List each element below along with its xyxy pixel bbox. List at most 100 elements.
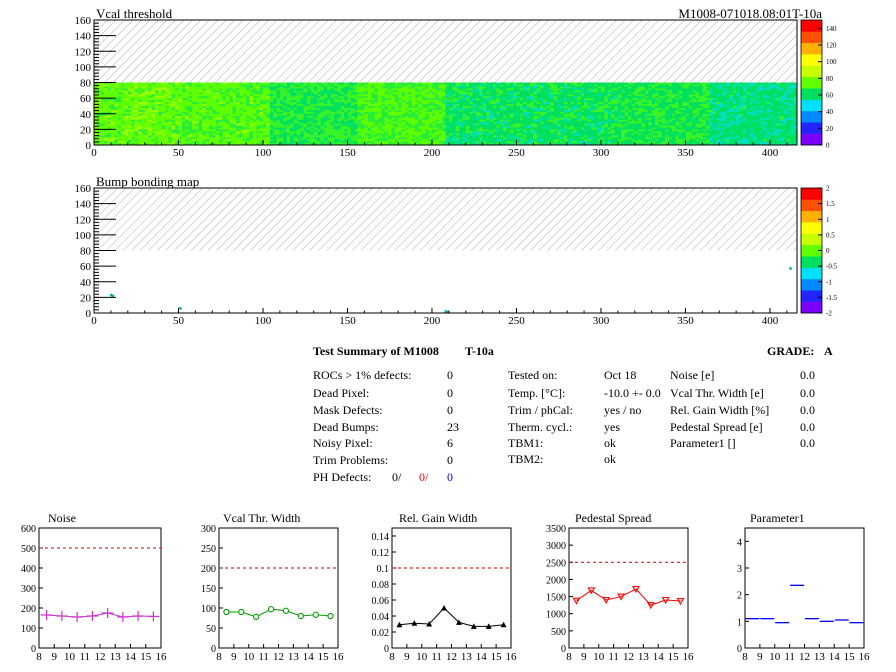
pixel-cell [148,86,152,89]
pixel-cell [536,84,541,87]
pixel-cell [283,139,287,142]
pixel-cell [158,141,162,144]
pixel-cell [202,109,206,113]
pixel-cell [131,117,135,120]
pixel-cell [364,82,369,85]
pixel-cell [472,90,477,93]
pixel-cell [246,129,250,132]
pixel-cell [148,111,152,115]
pixel-cell [286,125,291,128]
pixel-cell [513,84,517,87]
pixel-cell [181,113,186,117]
pixel-cell [144,100,149,103]
pixel-cell [154,82,159,85]
pixel-cell [604,86,609,89]
pixel-cell [573,143,578,146]
pixel-cell [381,113,385,117]
pixel-cell [144,141,149,144]
pixel-cell [469,131,473,134]
pixel-cell [597,98,602,101]
pixel-cell [425,103,429,107]
pixel-cell [523,88,527,91]
pixel-cell [215,103,220,107]
pixel-cell [232,123,237,126]
pixel-cell [482,143,487,146]
pixel-cell [563,103,568,107]
pixel-cell [553,109,558,113]
pixel-cell [499,98,504,101]
pixel-cell [195,133,200,136]
pixel-cell [296,107,301,111]
pixel-cell [418,121,423,124]
pixel-cell [266,86,271,89]
pixel-cell [131,84,135,87]
pixel-cell [317,92,321,95]
pixel-cell [563,92,568,95]
pixel-cell [114,113,118,117]
pixel-cell [442,125,446,128]
pixel-cell [330,135,335,138]
pixel-cell [364,125,369,128]
pixel-cell [536,133,541,136]
pixel-cell [347,115,352,118]
pixel-cell [428,102,433,105]
pixel-cell [540,82,544,85]
pixel-cell [367,121,372,124]
pixel-cell [306,105,311,109]
pixel-cell [131,115,135,118]
pixel-cell [415,143,419,146]
pixel-cell [202,86,206,89]
pixel-cell [404,94,409,97]
pixel-cell [442,137,446,140]
pixel-cell [482,107,487,111]
pixel-cell [374,111,379,115]
pixel-cell [587,117,592,120]
pixel-cell [394,82,399,85]
pixel-cell [361,109,365,113]
pixel-cell [533,115,538,118]
pixel-cell [462,92,467,95]
pixel-cell [114,96,118,99]
pixel-cell [249,139,254,142]
pixel-cell [499,119,504,122]
pixel-cell [239,117,244,120]
pixel-cell [377,84,382,87]
pixel-cell [404,84,409,87]
pixel-cell [557,94,561,97]
pixel-cell [259,137,264,140]
pixel-cell [459,84,463,87]
pixel-cell [580,113,585,117]
heatmap-panel: 0 50 100 150 200 250 300 350 4000204060801001201… [75,15,838,159]
pixel-cell [114,86,118,89]
pixel-cell [584,82,588,85]
pixel-cell [266,92,271,95]
pixel-cell [148,115,152,118]
pixel-cell [141,86,145,89]
pixel-cell [208,103,213,107]
pixel-cell [293,115,298,118]
pixel-cell [131,137,135,140]
pixel-cell [114,125,118,128]
pixel-cell [104,96,108,99]
pixel-cell [164,92,169,95]
pixel-cell [229,84,233,87]
pixel-cell [222,96,227,99]
pixel-cell [394,123,399,126]
pixel-cell [361,105,365,109]
pixel-cell [208,96,213,99]
pixel-cell [110,109,115,113]
pixel-cell [246,88,250,91]
pixel-cell [421,123,426,126]
pixel-cell [151,121,156,124]
pixel-cell [472,125,477,128]
pixel-cell [543,139,548,142]
pixel-cell [171,139,176,142]
pixel-cell [465,133,470,136]
pixel-cell [239,86,244,89]
pixel-cell [563,143,568,146]
pixel-cell [222,113,227,117]
pixel-cell [506,133,511,136]
pixel-cell [350,127,355,130]
pixel-cell [121,115,125,118]
pixel-cell [178,131,183,134]
